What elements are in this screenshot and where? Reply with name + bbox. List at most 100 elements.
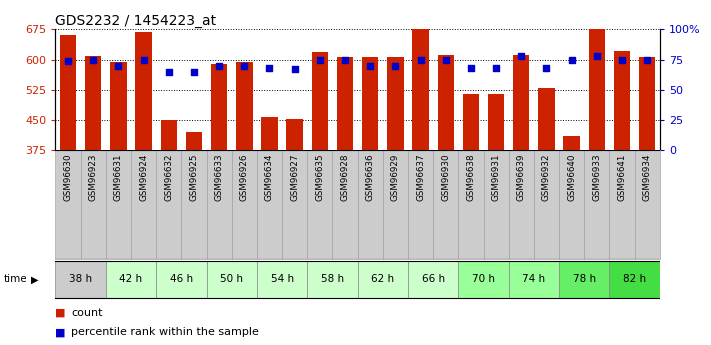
Bar [463, 94, 479, 150]
Text: GSM96926: GSM96926 [240, 153, 249, 201]
Bar [60, 35, 76, 150]
Bar [287, 119, 303, 150]
Point [213, 63, 225, 68]
Bar [437, 56, 454, 150]
Text: count: count [71, 308, 102, 318]
Text: GSM96640: GSM96640 [567, 153, 576, 201]
Bar [614, 51, 630, 150]
Point [415, 57, 427, 62]
Text: ■: ■ [55, 327, 66, 337]
Bar [635, 150, 660, 259]
Bar [534, 150, 559, 259]
Bar [513, 56, 530, 150]
Bar [639, 58, 656, 150]
Point [264, 65, 275, 71]
Text: time: time [4, 275, 27, 284]
Bar [55, 261, 106, 298]
Text: GSM96932: GSM96932 [542, 153, 551, 201]
Point [188, 69, 200, 74]
Bar [207, 150, 232, 259]
Bar [262, 117, 278, 150]
Bar [559, 261, 609, 298]
Text: GSM96928: GSM96928 [341, 153, 350, 201]
Text: GSM96933: GSM96933 [592, 153, 602, 201]
Bar [358, 150, 383, 259]
Point [641, 57, 653, 62]
Bar [307, 261, 358, 298]
Bar [589, 29, 605, 150]
Bar [282, 150, 307, 259]
Bar [383, 150, 408, 259]
Bar [483, 150, 508, 259]
Bar [387, 58, 404, 150]
Text: GSM96630: GSM96630 [63, 153, 73, 201]
Text: GDS2232 / 1454223_at: GDS2232 / 1454223_at [55, 14, 217, 28]
Text: GSM96924: GSM96924 [139, 153, 148, 201]
Point [616, 57, 628, 62]
Text: 78 h: 78 h [572, 275, 596, 284]
Text: 42 h: 42 h [119, 275, 143, 284]
Bar [55, 150, 80, 259]
Bar [110, 61, 127, 150]
Bar [488, 94, 504, 150]
Bar [207, 261, 257, 298]
Bar [211, 63, 228, 150]
Point [465, 65, 476, 71]
Text: 46 h: 46 h [170, 275, 193, 284]
Point [591, 53, 602, 59]
Point [440, 57, 451, 62]
Text: GSM96927: GSM96927 [290, 153, 299, 201]
Text: GSM96633: GSM96633 [215, 153, 224, 201]
Text: 62 h: 62 h [371, 275, 395, 284]
Text: 82 h: 82 h [623, 275, 646, 284]
Bar [412, 29, 429, 150]
Bar [433, 150, 459, 259]
Bar [156, 150, 181, 259]
Bar [232, 150, 257, 259]
Text: GSM96637: GSM96637 [416, 153, 425, 201]
Bar [156, 261, 207, 298]
Text: GSM96639: GSM96639 [517, 153, 526, 201]
Bar [186, 132, 202, 150]
Text: GSM96634: GSM96634 [265, 153, 274, 201]
Text: 50 h: 50 h [220, 275, 243, 284]
Bar [257, 261, 307, 298]
Bar [538, 88, 555, 150]
Text: GSM96931: GSM96931 [491, 153, 501, 201]
Bar [80, 150, 106, 259]
Bar [161, 120, 177, 150]
Bar [584, 150, 609, 259]
Bar [135, 32, 151, 150]
Text: 74 h: 74 h [523, 275, 545, 284]
Text: percentile rank within the sample: percentile rank within the sample [71, 327, 259, 337]
Text: GSM96934: GSM96934 [643, 153, 652, 201]
Bar [564, 136, 580, 150]
Bar [257, 150, 282, 259]
Point [239, 63, 250, 68]
Text: GSM96930: GSM96930 [442, 153, 450, 201]
Point [113, 63, 124, 68]
Text: GSM96929: GSM96929 [391, 153, 400, 201]
Text: GSM96638: GSM96638 [466, 153, 476, 201]
Bar [408, 261, 459, 298]
Bar [85, 56, 102, 150]
Point [314, 57, 326, 62]
Bar [106, 261, 156, 298]
Bar [559, 150, 584, 259]
Text: GSM96925: GSM96925 [189, 153, 198, 201]
Bar [408, 150, 433, 259]
Point [515, 53, 527, 59]
Point [566, 57, 577, 62]
Bar [509, 150, 534, 259]
Bar [459, 261, 509, 298]
Bar [358, 261, 408, 298]
Bar [362, 58, 378, 150]
Text: 38 h: 38 h [69, 275, 92, 284]
Point [138, 57, 149, 62]
Text: GSM96632: GSM96632 [164, 153, 173, 201]
Text: 54 h: 54 h [270, 275, 294, 284]
Bar [459, 150, 483, 259]
Text: 66 h: 66 h [422, 275, 445, 284]
Point [63, 58, 74, 63]
Bar [333, 150, 358, 259]
